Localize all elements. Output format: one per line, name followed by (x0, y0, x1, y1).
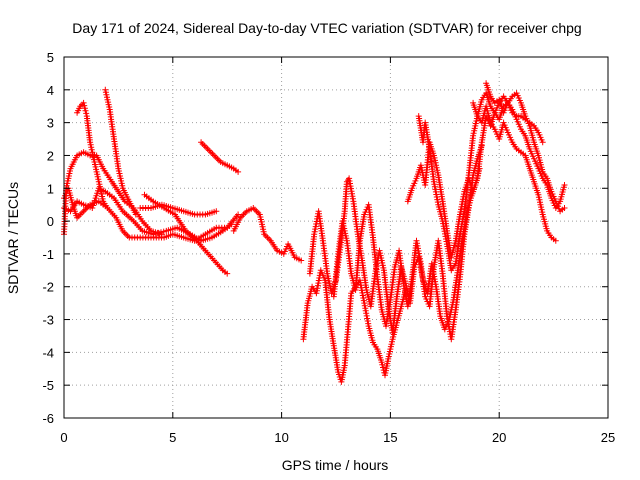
y-tick-label: -6 (42, 411, 54, 426)
series-markers (300, 267, 409, 385)
series-markers (404, 99, 568, 261)
y-tick-label: -5 (42, 378, 54, 393)
series-track-1 (61, 149, 165, 238)
series-markers (483, 80, 546, 146)
y-tick-labels: 5 4 3 2 1 0 -1 -2 -3 -4 -5 -6 (42, 50, 54, 426)
y-tick-label: 4 (47, 83, 54, 98)
series-track-8 (198, 139, 242, 175)
x-tick-label: 0 (60, 430, 67, 445)
series-markers (470, 99, 559, 244)
x-tick-label: 15 (383, 430, 397, 445)
y-axis-label: SDTVAR / TECUs (5, 182, 21, 294)
series-track-15 (470, 99, 559, 244)
y-tick-label: 0 (47, 214, 54, 229)
chart-title: Day 171 of 2024, Sidereal Day-to-day VTE… (72, 20, 581, 36)
series-track-14 (415, 90, 568, 274)
series-markers (415, 90, 568, 274)
series-markers (330, 142, 485, 343)
series-track-12 (330, 142, 485, 343)
plot-frame (63, 56, 609, 419)
x-tick-label: 5 (169, 430, 176, 445)
y-tick-label: 1 (47, 181, 54, 196)
series-markers (137, 201, 220, 218)
x-axis-label: GPS time / hours (282, 457, 389, 473)
series-track-13 (404, 99, 568, 261)
y-tick-label: -1 (42, 247, 54, 262)
series-markers (61, 149, 165, 238)
series-track-7 (137, 201, 220, 218)
y-tick-label: -2 (42, 280, 54, 295)
series-track-4 (74, 99, 111, 211)
series-markers (74, 99, 111, 211)
y-tick-label: -4 (42, 345, 54, 360)
series-track-9 (230, 205, 305, 264)
series-track-5 (102, 86, 139, 218)
series-markers (102, 86, 139, 218)
series-track-16 (483, 80, 546, 146)
x-tick-label: 25 (601, 430, 615, 445)
y-tick-label: 5 (47, 50, 54, 65)
y-tick-label: 3 (47, 116, 54, 131)
series-markers (141, 191, 231, 277)
tick-marks (63, 56, 609, 419)
x-tick-label: 10 (274, 430, 288, 445)
data-series (61, 80, 568, 385)
y-tick-label: -3 (42, 313, 54, 328)
series-markers (230, 205, 305, 264)
series-markers (198, 139, 242, 175)
series-trace (63, 151, 163, 236)
x-tick-labels: 0 5 10 15 20 25 (60, 430, 615, 445)
y-tick-label: 2 (47, 148, 54, 163)
x-tick-label: 20 (492, 430, 506, 445)
